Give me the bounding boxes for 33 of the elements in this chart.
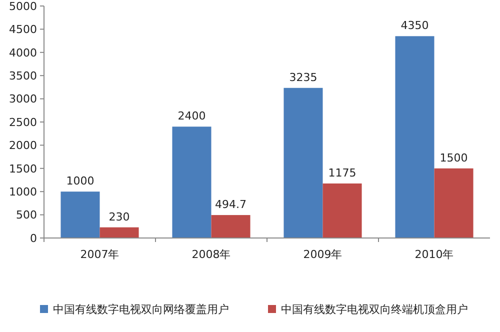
data-label: 1500 xyxy=(440,151,468,164)
bar xyxy=(211,215,250,238)
legend-label: 中国有线数字电视双向终端机顶盒用户 xyxy=(281,302,468,316)
x-tick-label: 2008年 xyxy=(192,248,231,261)
x-tick-label: 2010年 xyxy=(414,248,454,261)
y-tick-label: 5000 xyxy=(9,0,37,13)
x-tick-label: 2009年 xyxy=(303,248,342,261)
data-label: 1175 xyxy=(328,166,356,180)
data-label: 2400 xyxy=(178,110,206,123)
bar xyxy=(60,192,100,238)
data-label: 1000 xyxy=(66,174,94,188)
y-tick-label: 3500 xyxy=(9,69,37,82)
data-label: 4350 xyxy=(400,19,429,32)
bar xyxy=(172,126,212,238)
y-tick-label: 2000 xyxy=(9,139,37,152)
y-tick-label: 500 xyxy=(16,208,37,222)
legend-label: 中国有线数字电视双向网络覆盖用户 xyxy=(53,302,229,316)
y-tick-label: 2500 xyxy=(9,116,37,129)
bar xyxy=(395,36,434,238)
x-tick-label: 2007年 xyxy=(80,248,120,261)
bar xyxy=(322,183,362,238)
y-tick-label: 4000 xyxy=(9,46,37,60)
bar xyxy=(100,227,139,238)
y-tick-label: 1500 xyxy=(9,162,37,176)
data-label: 494.7 xyxy=(215,198,247,212)
bar xyxy=(284,88,323,238)
y-tick-label: 0 xyxy=(30,232,37,245)
data-label: 230 xyxy=(108,210,130,224)
y-tick-label: 3000 xyxy=(9,92,37,106)
bar xyxy=(434,168,474,238)
y-tick-label: 4500 xyxy=(9,23,37,36)
data-label: 3235 xyxy=(289,70,318,84)
y-tick-label: 1000 xyxy=(9,185,37,198)
